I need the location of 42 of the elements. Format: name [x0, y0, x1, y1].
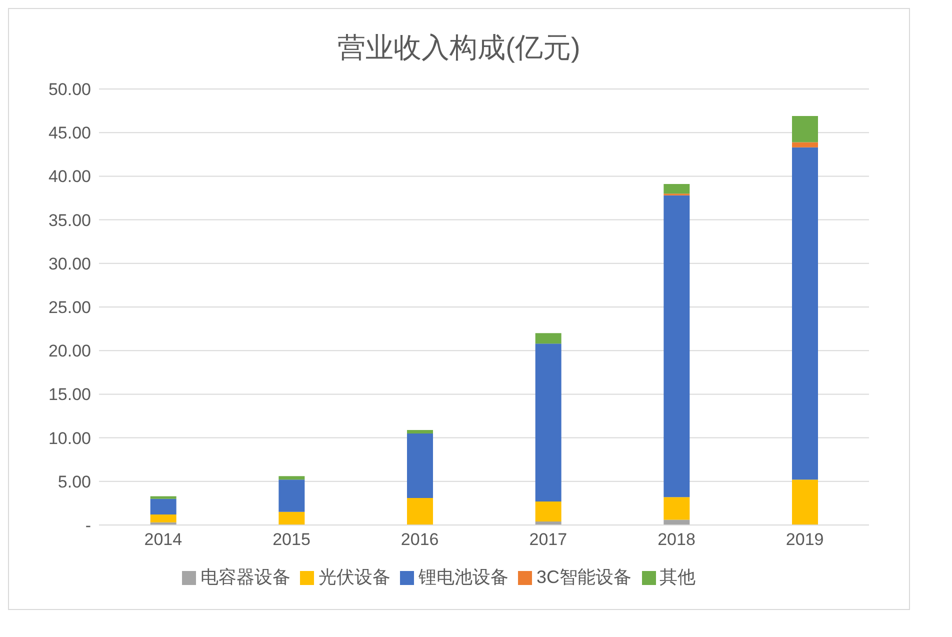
bar — [407, 498, 433, 525]
bar — [535, 501, 562, 522]
bar — [407, 433, 433, 498]
y-tick-label: 45.00 — [48, 124, 91, 143]
legend-label: 光伏设备 — [318, 567, 390, 587]
y-tick-label: 50.00 — [48, 80, 91, 100]
legend-label: 其他 — [660, 567, 696, 587]
y-tick-label: 35.00 — [48, 210, 91, 230]
x-tick-label: 2018 — [658, 530, 696, 550]
bar — [792, 116, 818, 142]
bar — [664, 195, 690, 498]
x-tick-label: 2014 — [144, 530, 182, 550]
bar — [150, 496, 176, 499]
y-tick-label: 25.00 — [48, 298, 91, 318]
y-tick-label: - — [85, 516, 91, 536]
bar — [664, 184, 690, 194]
bar — [664, 497, 690, 520]
y-tick-label: 5.00 — [58, 472, 91, 492]
legend-label: 锂电池设备 — [418, 567, 508, 587]
x-tick-label: 2019 — [786, 530, 824, 550]
bar — [535, 333, 562, 344]
bar — [278, 476, 305, 480]
legend-label: 3C智能设备 — [536, 567, 632, 587]
bar — [792, 147, 818, 480]
bar — [792, 480, 818, 525]
bar — [278, 512, 305, 525]
y-tick-label: 10.00 — [48, 428, 91, 448]
chart-title: 营业收入构成(亿元) — [336, 31, 582, 65]
bar — [407, 430, 433, 434]
x-tick-label: 2016 — [400, 530, 439, 550]
bar — [278, 480, 305, 512]
bar — [150, 514, 176, 522]
y-tick-label: 15.00 — [48, 385, 91, 404]
x-tick-label: 2015 — [272, 530, 310, 550]
y-tick-label: 30.00 — [48, 254, 91, 274]
bar — [150, 498, 176, 515]
legend-label: 电容器设备 — [200, 567, 290, 587]
x-tick-label: 2017 — [529, 530, 568, 550]
y-tick-label: 40.00 — [48, 167, 91, 186]
bar — [792, 142, 818, 148]
y-tick-label: 20.00 — [48, 342, 91, 361]
bar — [535, 344, 562, 502]
